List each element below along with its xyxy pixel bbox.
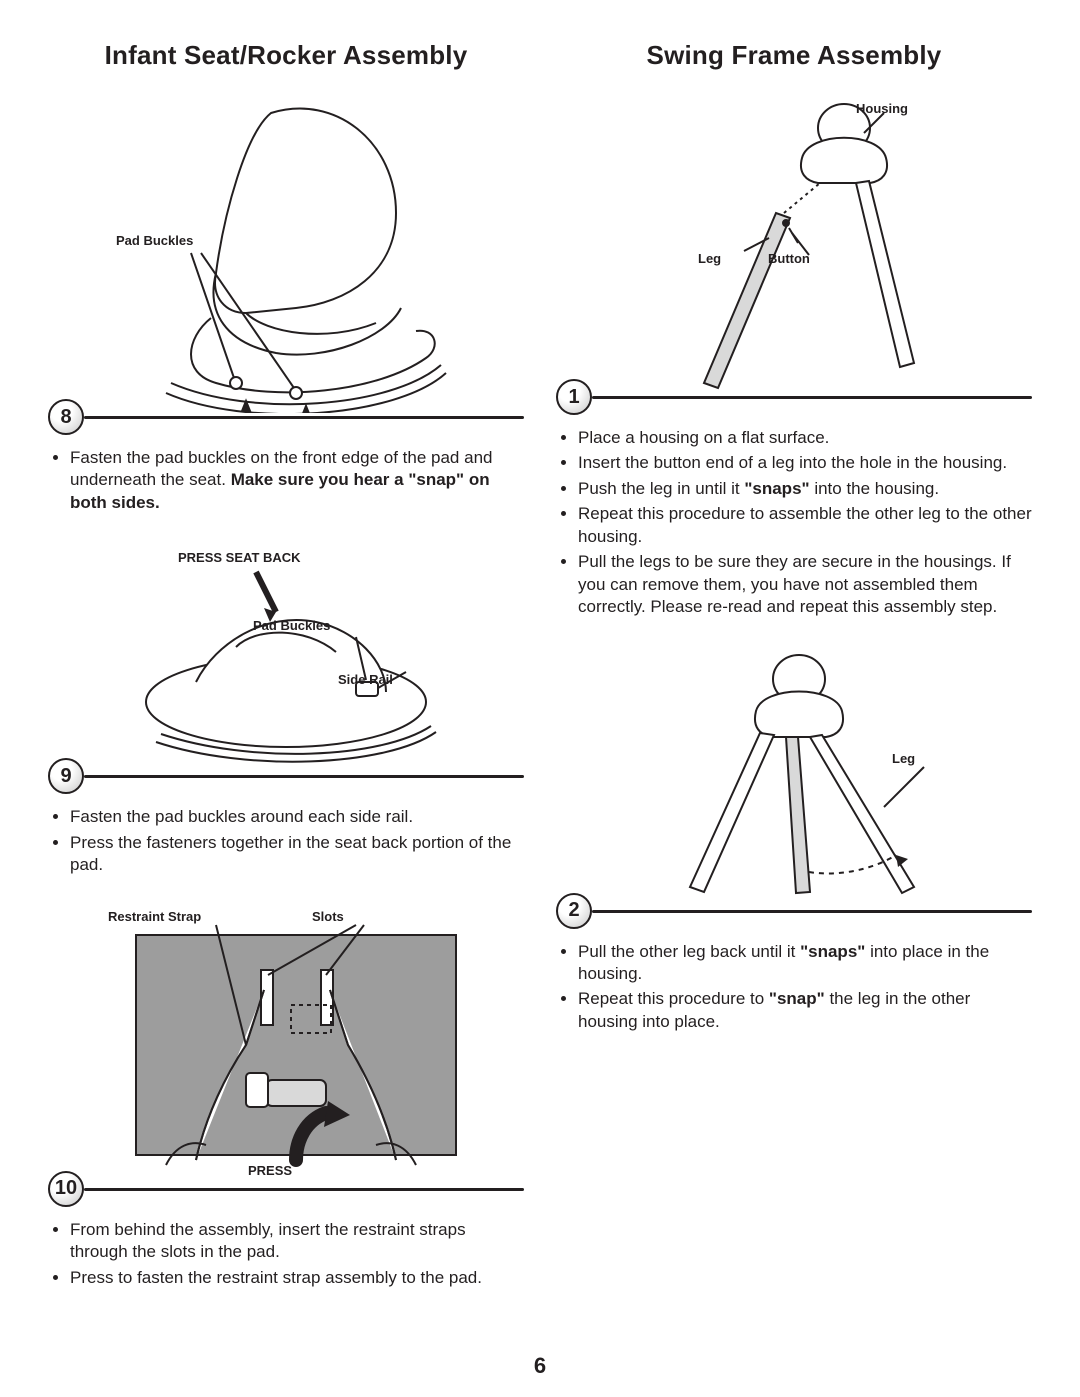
step-bar-10: 10 <box>48 1171 524 1207</box>
step2-notes: Pull the other leg back until it "snaps"… <box>556 941 1032 1034</box>
step1-note-2: Push the leg in until it "snaps" into th… <box>578 478 1032 500</box>
step10-note-1: Press to fasten the restraint strap asse… <box>70 1267 524 1289</box>
right-title: Swing Frame Assembly <box>556 40 1032 71</box>
callout-button: Button <box>768 251 810 266</box>
step1-notes: Place a housing on a flat surface. Inser… <box>556 427 1032 619</box>
step9-note-1: Press the fasteners together in the seat… <box>70 832 524 877</box>
step9-art <box>106 532 466 772</box>
step10-number: 10 <box>48 1171 84 1207</box>
step9-number: 9 <box>48 758 84 794</box>
callout-side-rail: Side Rail <box>338 672 393 687</box>
callout-leg-1: Leg <box>698 251 721 266</box>
step2-note-0: Pull the other leg back until it "snaps"… <box>578 941 1032 986</box>
step2-art <box>584 637 1004 907</box>
step8-note-0: Fasten the pad buckles on the front edge… <box>70 447 524 514</box>
step-bar-1: 1 <box>556 379 1032 415</box>
callout-press-seat-back: PRESS SEAT BACK <box>178 550 301 565</box>
step-bar-8: 8 <box>48 399 524 435</box>
step10-art <box>96 895 476 1185</box>
step-bar-9: 9 <box>48 758 524 794</box>
step1-note-4: Pull the legs to be sure they are secure… <box>578 551 1032 618</box>
callout-leg-2: Leg <box>892 751 915 766</box>
step1-art <box>584 83 1004 393</box>
callout-slots: Slots <box>312 909 344 924</box>
step8-number: 8 <box>48 399 84 435</box>
left-column: Infant Seat/Rocker Assembly <box>48 40 524 1307</box>
step1-number: 1 <box>556 379 592 415</box>
step8-notes: Fasten the pad buckles on the front edge… <box>48 447 524 514</box>
step8-art <box>96 83 476 413</box>
callout-pad-buckles-8: Pad Buckles <box>116 233 193 248</box>
figure-2: Leg <box>556 637 1032 917</box>
left-title: Infant Seat/Rocker Assembly <box>48 40 524 71</box>
step10-note-0: From behind the assembly, insert the res… <box>70 1219 524 1264</box>
figure-9: PRESS SEAT BACK Pad Buckles Side Rail <box>48 532 524 782</box>
right-column: Swing Frame Assembly <box>556 40 1032 1307</box>
figure-8: Pad Buckles <box>48 83 524 423</box>
step1-note-0: Place a housing on a flat surface. <box>578 427 1032 449</box>
callout-pad-buckles-9: Pad Buckles <box>253 618 330 633</box>
step2-note-1: Repeat this procedure to "snap" the leg … <box>578 988 1032 1033</box>
callout-restraint-strap: Restraint Strap <box>108 909 201 924</box>
step9-note-0: Fasten the pad buckles around each side … <box>70 806 524 828</box>
callout-housing: Housing <box>856 101 908 116</box>
step2-number: 2 <box>556 893 592 929</box>
step-bar-2: 2 <box>556 893 1032 929</box>
step1-note-3: Repeat this procedure to assemble the ot… <box>578 503 1032 548</box>
figure-10: Restraint Strap Slots PRESS <box>48 895 524 1195</box>
figure-1: Housing Leg Button <box>556 83 1032 403</box>
page-number: 6 <box>0 1353 1080 1379</box>
step9-notes: Fasten the pad buckles around each side … <box>48 806 524 876</box>
step1-note-1: Insert the button end of a leg into the … <box>578 452 1032 474</box>
step10-notes: From behind the assembly, insert the res… <box>48 1219 524 1289</box>
